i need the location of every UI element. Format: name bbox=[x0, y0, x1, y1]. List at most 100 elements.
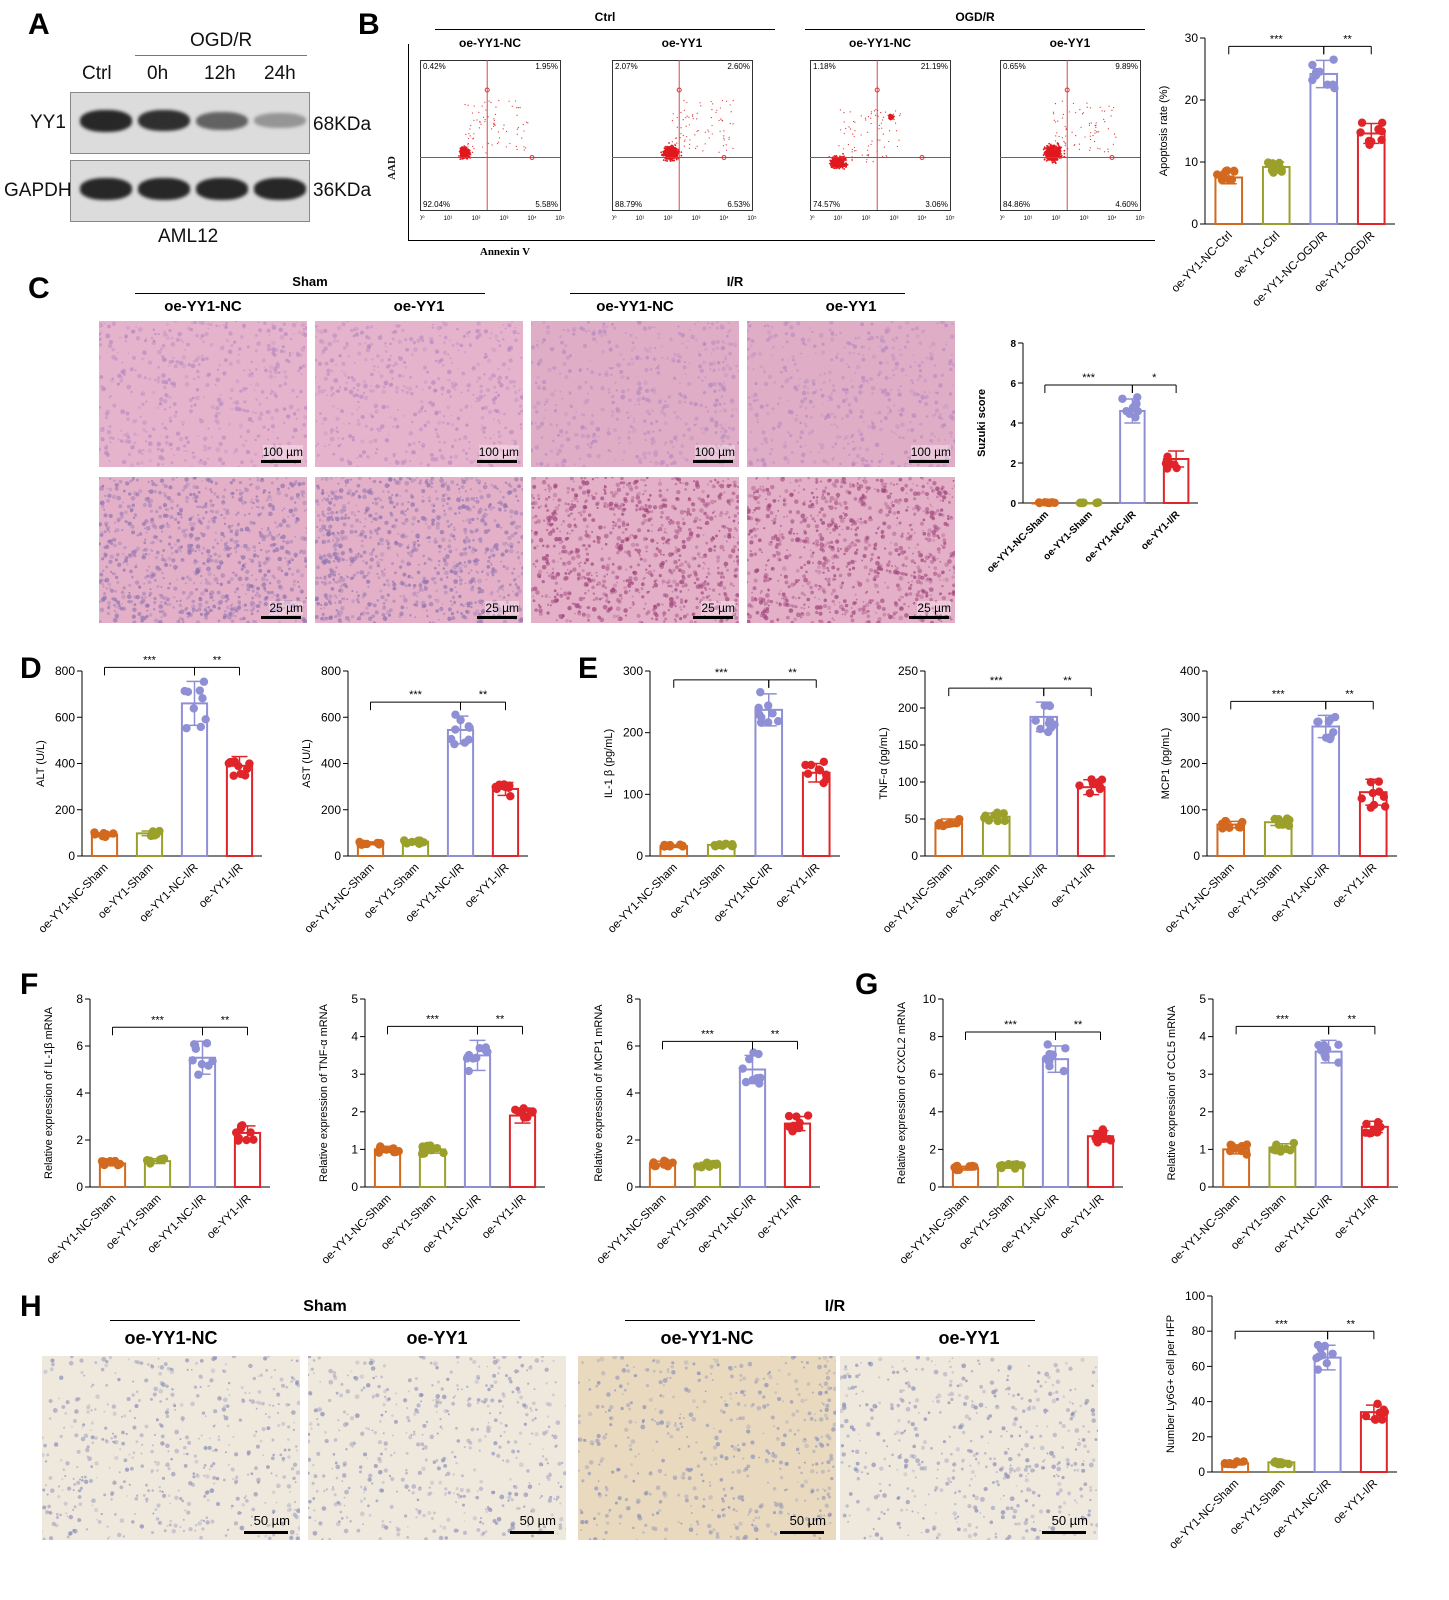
significance-label: *** bbox=[426, 1013, 440, 1025]
flow-quadrant-value: 0.65% bbox=[1003, 62, 1026, 71]
data-point bbox=[481, 1046, 490, 1055]
y-tick-label: 300 bbox=[623, 664, 643, 678]
scale-bar-label: 25 µm bbox=[485, 601, 519, 615]
bar bbox=[1214, 176, 1244, 225]
data-point bbox=[1313, 1365, 1323, 1374]
y-tick-label: 0 bbox=[1198, 1465, 1205, 1479]
y-tick-label: 6 bbox=[1010, 379, 1016, 390]
data-point bbox=[1088, 779, 1098, 788]
y-tick-label: 40 bbox=[1192, 1395, 1206, 1409]
wb-band bbox=[254, 178, 306, 200]
flow-axis-tick: 10⁴ bbox=[719, 215, 729, 222]
y-tick-label: 200 bbox=[623, 726, 643, 740]
flow-axis-tick: 10⁴ bbox=[917, 215, 927, 222]
y-axis-label: AST (U/L) bbox=[301, 739, 313, 788]
data-point bbox=[1269, 168, 1278, 177]
data-point bbox=[511, 1105, 520, 1114]
data-point bbox=[755, 1079, 764, 1088]
panel-label-e: E bbox=[578, 652, 599, 685]
data-point bbox=[754, 1049, 763, 1059]
significance-label: *** bbox=[143, 654, 157, 666]
y-tick-label: 300 bbox=[1180, 710, 1200, 724]
significance-label: *** bbox=[1275, 1318, 1289, 1330]
wb-band bbox=[138, 110, 190, 132]
y-tick-label: 4 bbox=[76, 1086, 83, 1100]
data-point bbox=[1284, 821, 1294, 831]
data-point bbox=[1357, 794, 1366, 803]
scale-bar-label: 100 µm bbox=[478, 445, 519, 459]
data-point bbox=[1093, 498, 1103, 507]
wb-band bbox=[196, 111, 248, 130]
y-tick-label: 8 bbox=[929, 1030, 936, 1044]
bar bbox=[1076, 786, 1106, 857]
histology-micrograph: 25 µm bbox=[99, 477, 307, 623]
y-tick-label: 250 bbox=[898, 664, 918, 678]
histology-texture bbox=[531, 321, 739, 467]
bar bbox=[225, 764, 254, 857]
wb-size-label: 36KDa bbox=[313, 180, 372, 201]
flow-axis-tick: 10¹ bbox=[1024, 216, 1033, 222]
flow-axis-tick: 10² bbox=[862, 216, 871, 222]
data-point bbox=[249, 1135, 258, 1144]
data-point bbox=[1227, 175, 1237, 184]
x-tick-label: oe-YY1-I/R bbox=[1049, 862, 1098, 911]
flow-plot-frame bbox=[420, 60, 561, 211]
scale-bar-label: 50 µm bbox=[519, 1513, 556, 1528]
x-tick-label: oe-YY1-NC-Sham bbox=[898, 1193, 972, 1267]
data-point bbox=[1045, 1049, 1054, 1059]
flow-axis-tick: 10³ bbox=[1080, 216, 1089, 222]
ihc-texture bbox=[308, 1356, 566, 1540]
data-point bbox=[1329, 55, 1338, 64]
wb-cell-line-label: AML12 bbox=[158, 226, 219, 247]
panel-label-b: B bbox=[358, 8, 380, 41]
y-tick-label: 0 bbox=[929, 1180, 936, 1194]
data-point bbox=[242, 764, 252, 774]
significance-label: ** bbox=[771, 1028, 780, 1040]
data-point bbox=[1269, 1145, 1278, 1154]
flow-axis-tick: 10³ bbox=[500, 216, 509, 222]
bar bbox=[783, 1122, 812, 1189]
histology-texture bbox=[99, 321, 307, 467]
data-point bbox=[965, 1162, 974, 1171]
data-point bbox=[1238, 817, 1247, 827]
y-axis-label: Relative expression of CCL5 mRNA bbox=[1166, 1005, 1178, 1181]
panel-label-d: D bbox=[20, 652, 42, 685]
data-point bbox=[146, 831, 156, 841]
data-point bbox=[1318, 1351, 1327, 1360]
flow-axis-label: Annexin V bbox=[479, 246, 531, 258]
histology-column-title: oe-YY1 bbox=[393, 298, 445, 315]
data-point bbox=[1362, 1119, 1371, 1129]
data-point bbox=[1328, 1349, 1337, 1358]
scale-bar-label: 25 µm bbox=[701, 601, 735, 615]
data-point bbox=[1377, 1415, 1387, 1424]
flow-quadrant-value: 6.53% bbox=[727, 200, 750, 209]
ihc-column-title: oe-YY1-NC bbox=[660, 1328, 754, 1348]
scale-bar-label: 25 µm bbox=[269, 601, 303, 615]
data-point bbox=[715, 840, 724, 849]
y-tick-label: 0 bbox=[351, 1180, 358, 1194]
data-point bbox=[1225, 1458, 1234, 1468]
scale-bar-label: 50 µm bbox=[253, 1513, 290, 1528]
x-tick-label: oe-YY1-NC-Sham bbox=[320, 1193, 394, 1267]
data-point bbox=[1334, 1058, 1343, 1067]
flow-quadrant-value: 88.79% bbox=[615, 200, 642, 209]
ihc-column-title: oe-YY1 bbox=[406, 1328, 468, 1348]
data-point bbox=[242, 1135, 251, 1145]
data-point bbox=[1040, 701, 1049, 710]
significance-label: ** bbox=[1074, 1019, 1083, 1031]
data-point bbox=[1000, 816, 1009, 826]
significance-label: ** bbox=[1347, 1013, 1356, 1025]
histology-texture bbox=[747, 321, 955, 467]
data-point bbox=[375, 1144, 384, 1153]
data-point bbox=[195, 686, 205, 695]
data-point bbox=[980, 813, 989, 823]
ihc-micrograph: 50 µm bbox=[840, 1356, 1098, 1540]
data-point bbox=[1045, 715, 1055, 725]
wb-band bbox=[196, 178, 248, 200]
x-tick-label: oe-YY1-I/R bbox=[1331, 1478, 1380, 1527]
data-point bbox=[1377, 127, 1387, 136]
wb-band bbox=[80, 178, 132, 200]
ihc-group-line bbox=[625, 1320, 1035, 1321]
wb-treatment-line bbox=[135, 55, 307, 56]
data-point bbox=[1093, 1138, 1102, 1147]
